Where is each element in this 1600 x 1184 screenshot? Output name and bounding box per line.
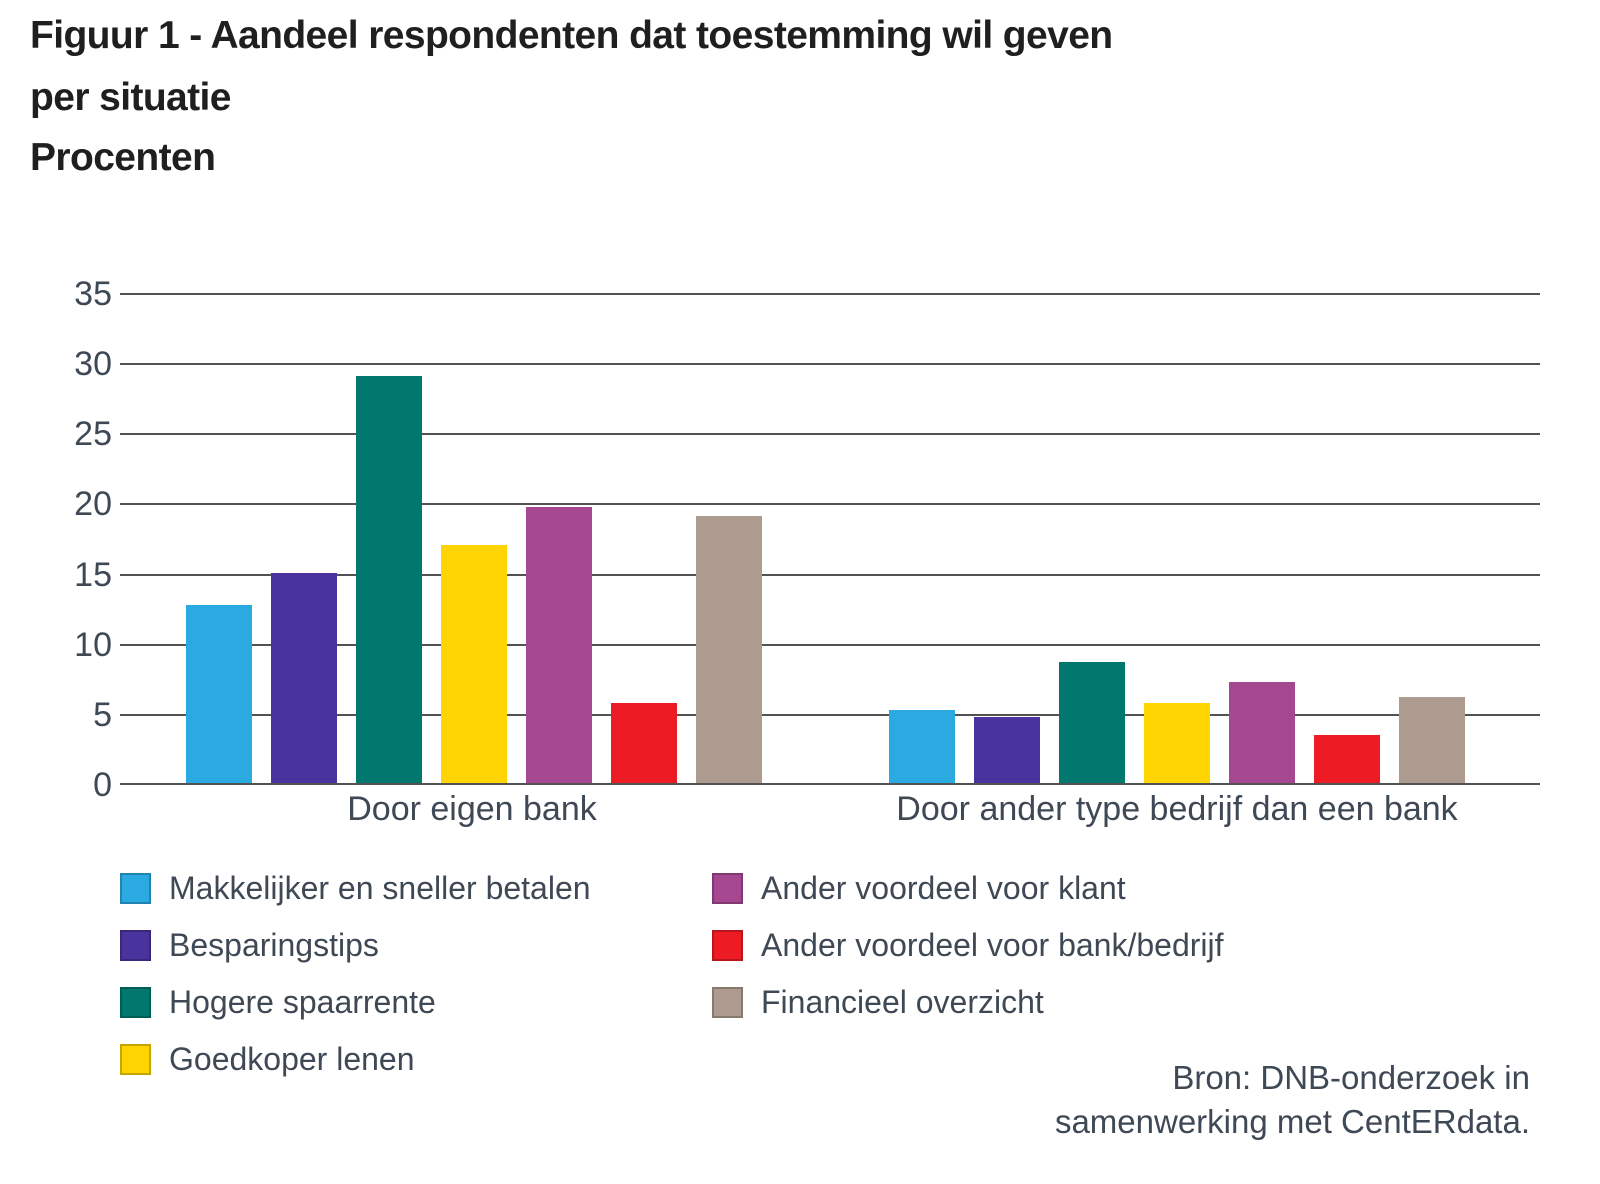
legend-item-makkelijker-en-sneller-betalen: Makkelijker en sneller betalen bbox=[120, 870, 591, 906]
figure-title-line2: per situatie bbox=[30, 76, 231, 119]
bar-door-ander-type-bedrijf-dan-een-bank-besparingstips bbox=[974, 717, 1040, 783]
source-note: Bron: DNB-onderzoek in samenwerking met … bbox=[1055, 1056, 1530, 1144]
legend-swatch-goedkoper-lenen bbox=[120, 1044, 151, 1075]
y-tick-label-20: 20 bbox=[74, 485, 112, 524]
x-label-door-ander-type-bedrijf: Door ander type bedrijf dan een bank bbox=[896, 790, 1458, 828]
legend-swatch-hogere-spaarrente bbox=[120, 987, 151, 1018]
legend-label: Ander voordeel voor klant bbox=[761, 870, 1126, 906]
bar-door-eigen-bank-ander-voordeel-voor-bank-bedrijf bbox=[611, 703, 677, 783]
bar-door-eigen-bank-hogere-spaarrente bbox=[356, 376, 422, 783]
legend-label: Hogere spaarrente bbox=[169, 984, 436, 1020]
gridline-15 bbox=[120, 573, 1540, 576]
gridline-25 bbox=[120, 433, 1540, 436]
legend-swatch-makkelijker-en-sneller-betalen bbox=[120, 873, 151, 904]
legend-item-besparingstips: Besparingstips bbox=[120, 927, 591, 963]
legend-item-ander-voordeel-voor-klant: Ander voordeel voor klant bbox=[712, 870, 1224, 906]
legend-swatch-ander-voordeel-voor-klant bbox=[712, 873, 743, 904]
bar-group-door-eigen-bank bbox=[186, 376, 762, 783]
legend-item-hogere-spaarrente: Hogere spaarrente bbox=[120, 984, 591, 1020]
legend-swatch-besparingstips bbox=[120, 930, 151, 961]
legend-column-2: Ander voordeel voor klant Ander voordeel … bbox=[712, 870, 1224, 1043]
legend-item-ander-voordeel-voor-bank-bedrijf: Ander voordeel voor bank/bedrijf bbox=[712, 927, 1224, 963]
bar-door-eigen-bank-financieel-overzicht bbox=[696, 516, 762, 783]
legend-label: Financieel overzicht bbox=[761, 984, 1044, 1020]
bar-door-eigen-bank-besparingstips bbox=[271, 572, 337, 783]
legend-label: Ander voordeel voor bank/bedrijf bbox=[761, 927, 1224, 963]
y-tick-label-30: 30 bbox=[74, 345, 112, 384]
legend-item-goedkoper-lenen: Goedkoper lenen bbox=[120, 1041, 591, 1077]
source-note-line2: samenwerking met CentERdata. bbox=[1054, 1103, 1530, 1140]
legend-swatch-financieel-overzicht bbox=[712, 987, 743, 1018]
y-tick-label-15: 15 bbox=[74, 555, 112, 594]
y-tick-label-0: 0 bbox=[93, 766, 112, 804]
x-label-door-eigen-bank: Door eigen bank bbox=[347, 790, 597, 828]
figure-subtitle-procenten: Procenten bbox=[30, 136, 216, 179]
gridline-20 bbox=[120, 503, 1540, 506]
source-note-line1: Bron: DNB-onderzoek in bbox=[1172, 1059, 1530, 1096]
legend-label: Goedkoper lenen bbox=[169, 1041, 415, 1077]
figure-title-line1: Figuur 1 - Aandeel respondenten dat toes… bbox=[30, 14, 1113, 57]
legend-column-1: Makkelijker en sneller betalen Besparings… bbox=[120, 870, 591, 1100]
y-tick-label-25: 25 bbox=[74, 415, 112, 454]
y-tick-label-35: 35 bbox=[74, 275, 112, 313]
bar-door-ander-type-bedrijf-dan-een-bank-financieel-overzicht bbox=[1399, 697, 1465, 783]
bar-group-door-ander-type-bedrijf bbox=[889, 662, 1465, 783]
bar-door-eigen-bank-makkelijker-en-sneller-betalen bbox=[186, 604, 252, 783]
y-tick-label-5: 5 bbox=[93, 695, 112, 734]
plot-area bbox=[120, 293, 1540, 785]
bar-door-ander-type-bedrijf-dan-een-bank-hogere-spaarrente bbox=[1059, 662, 1125, 783]
gridline-35 bbox=[120, 293, 1540, 295]
gridline-10 bbox=[120, 643, 1540, 646]
bar-door-ander-type-bedrijf-dan-een-bank-goedkoper-lenen bbox=[1144, 703, 1210, 783]
legend-item-financieel-overzicht: Financieel overzicht bbox=[712, 984, 1224, 1020]
bar-door-eigen-bank-ander-voordeel-voor-klant bbox=[526, 506, 592, 783]
y-axis-labels: 0 5 10 15 20 25 30 35 bbox=[18, 275, 112, 804]
legend-swatch-ander-voordeel-voor-bank-bedrijf bbox=[712, 930, 743, 961]
bar-door-ander-type-bedrijf-dan-een-bank-ander-voordeel-voor-bank-bedrijf bbox=[1314, 735, 1380, 783]
bar-door-eigen-bank-goedkoper-lenen bbox=[441, 544, 507, 783]
legend-label: Besparingstips bbox=[169, 927, 379, 963]
gridline-0 bbox=[120, 783, 1540, 785]
bar-door-ander-type-bedrijf-dan-een-bank-makkelijker-en-sneller-betalen bbox=[889, 710, 955, 783]
gridline-30 bbox=[120, 363, 1540, 366]
legend-label: Makkelijker en sneller betalen bbox=[169, 870, 591, 906]
y-tick-label-10: 10 bbox=[74, 625, 112, 664]
gridline-5 bbox=[120, 713, 1540, 716]
bar-door-ander-type-bedrijf-dan-een-bank-ander-voordeel-voor-klant bbox=[1229, 682, 1295, 783]
